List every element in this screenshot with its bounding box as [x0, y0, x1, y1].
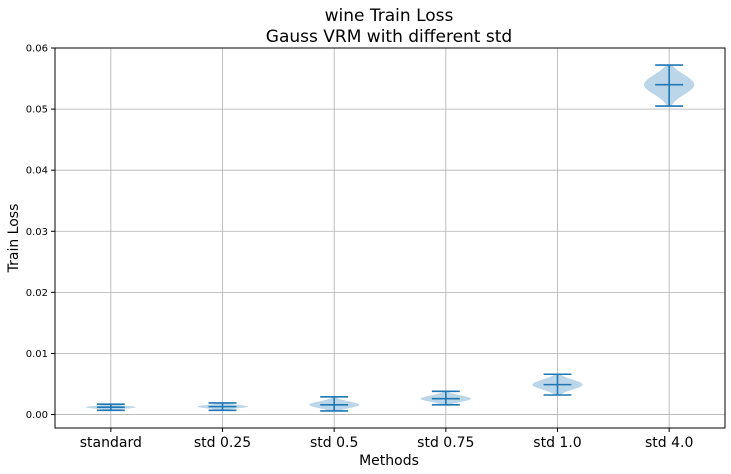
x-tick-label: std 0.75 — [417, 435, 474, 451]
violins — [85, 64, 695, 412]
chart-title-line-2: Gauss VRM with different std — [266, 27, 512, 47]
y-axis-ticks: 0.00 0.01 0.02 0.03 0.04 0.05 0.06 — [26, 44, 55, 421]
x-tick-label: std 0.25 — [194, 435, 251, 451]
y-tick-label: 0.03 — [26, 227, 48, 238]
x-tick-label: std 0.5 — [310, 435, 358, 451]
x-tick-label: standard — [80, 435, 142, 451]
x-tick-label: std 4.0 — [645, 435, 693, 451]
x-tick-label: std 1.0 — [533, 435, 581, 451]
chart-title-line-1: wine Train Loss — [325, 6, 454, 26]
y-axis-label: Train Loss — [6, 204, 22, 274]
x-axis-ticks: standard std 0.25 std 0.5 std 0.75 std 1.0 st… — [80, 428, 693, 451]
y-tick-label: 0.04 — [26, 166, 48, 177]
y-tick-label: 0.01 — [26, 349, 48, 360]
x-axis-label: Methods — [359, 453, 419, 469]
y-tick-label: 0.00 — [26, 410, 48, 421]
y-tick-label: 0.05 — [26, 105, 48, 116]
grid-lines — [55, 47, 725, 428]
y-tick-label: 0.06 — [26, 44, 48, 55]
y-tick-label: 0.02 — [26, 288, 48, 299]
plot-frame — [54, 47, 726, 429]
